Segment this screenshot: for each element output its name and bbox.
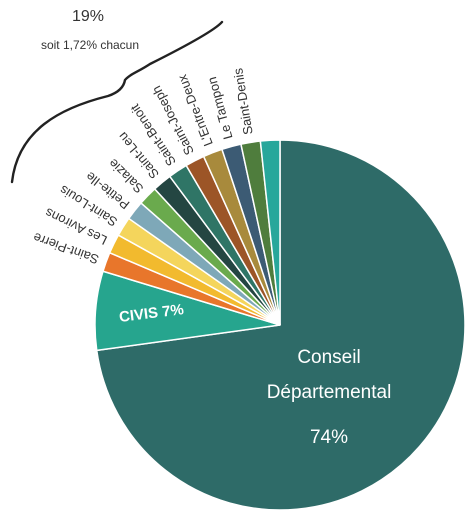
pie-slice (259, 139, 281, 326)
label-conseil-line1: Conseil (297, 347, 360, 368)
pie-slices (94, 139, 465, 511)
label-conseil-line3: 74% (310, 427, 348, 448)
pie-slice (95, 139, 465, 511)
annotation-value: 19% (72, 8, 104, 25)
slice-label: Saint-Denis (230, 67, 256, 136)
brace (10, 20, 224, 184)
label-conseil-line2: Départemental (267, 382, 392, 403)
annotation-text: soit 1,72% chacun (41, 38, 139, 52)
